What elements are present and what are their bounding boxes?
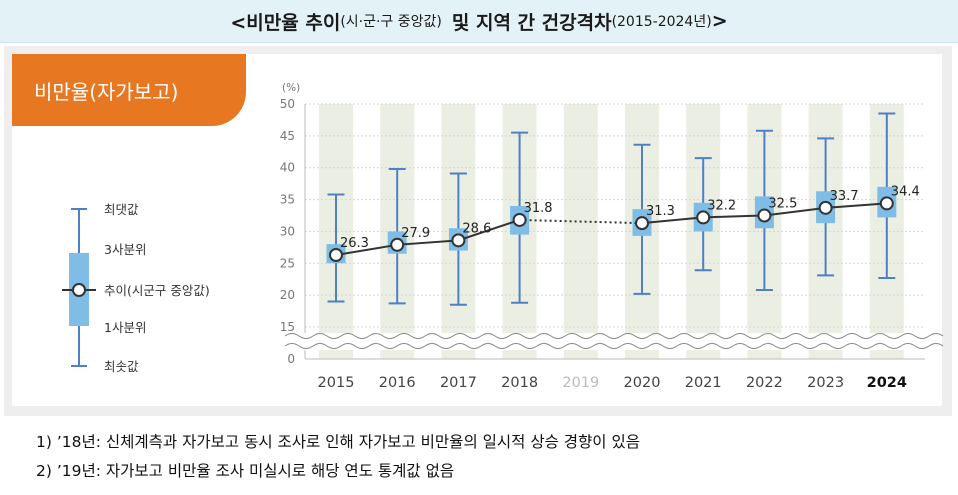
x-tick-2018: 2018 bbox=[501, 375, 538, 391]
median-marker-2022 bbox=[757, 208, 772, 223]
median-marker-2020 bbox=[635, 216, 649, 231]
median-marker-2021 bbox=[696, 210, 711, 225]
y-tick-30: 30 bbox=[280, 224, 295, 238]
y-tick-40: 40 bbox=[280, 161, 295, 175]
y-tick-45: 45 bbox=[280, 129, 295, 143]
title-part1-note: (시·군·구 중앙값) bbox=[340, 14, 442, 30]
legend-min-label: 최솟값 bbox=[104, 359, 139, 374]
x-tick-2022: 2022 bbox=[746, 375, 783, 391]
legend-marker bbox=[72, 283, 86, 297]
x-tick-2020: 2020 bbox=[624, 375, 661, 391]
median-label-2016: 27.9 bbox=[401, 226, 430, 241]
legend-q3-label: 3사분위 bbox=[104, 242, 146, 257]
y-unit-label: (%) bbox=[282, 82, 300, 94]
x-tick-2023: 2023 bbox=[807, 375, 844, 391]
legend: 최댓값 3사분위 추이(시군구 중앙값) 1사분위 최솟값 bbox=[62, 202, 210, 374]
y-tick-25: 25 bbox=[280, 256, 295, 270]
y-tick-0: 0 bbox=[287, 352, 295, 366]
x-tick-2017: 2017 bbox=[440, 375, 477, 391]
median-label-2020: 31.3 bbox=[646, 204, 675, 219]
footnotes: 1) ’18년: 신체계측과 자가보고 동시 조사로 인해 자가보고 비만율의 … bbox=[36, 428, 640, 486]
median-marker-2023 bbox=[818, 200, 833, 215]
median-line-dotted-gap bbox=[519, 218, 643, 225]
median-marker-2024 bbox=[879, 196, 894, 211]
x-tick-2021: 2021 bbox=[685, 375, 722, 391]
legend-q1-label: 1사분위 bbox=[104, 320, 146, 335]
y-tick-50: 50 bbox=[280, 97, 295, 111]
y-tick-20: 20 bbox=[280, 288, 295, 302]
median-label-2024: 34.4 bbox=[891, 184, 920, 199]
median-label-2015: 26.3 bbox=[340, 236, 369, 251]
x-tick-2016: 2016 bbox=[379, 375, 416, 391]
median-label-2023: 33.7 bbox=[830, 189, 859, 204]
title-part2-note: (2015-2024년) bbox=[611, 14, 712, 30]
title-bar: <비만율 추이 (시·군·구 중앙값) 및 지역 간 건강격차 (2015-20… bbox=[0, 0, 958, 43]
badge-label: 비만율(자가보고) bbox=[34, 79, 179, 104]
legend-max-label: 최댓값 bbox=[104, 202, 139, 217]
y-tick-35: 35 bbox=[280, 193, 295, 207]
title-part1: <비만율 추이 bbox=[230, 11, 341, 34]
median-label-2018: 31.8 bbox=[524, 201, 553, 216]
legend-median-label: 추이(시군구 중앙값) bbox=[104, 283, 210, 298]
median-label-2017: 28.6 bbox=[462, 221, 491, 236]
axis-break-lower bbox=[284, 343, 944, 349]
median-marker-2015 bbox=[329, 248, 343, 263]
median-label-2021: 32.2 bbox=[707, 198, 736, 213]
axis-break-gap bbox=[285, 333, 915, 350]
chart-badge: 비만율(자가보고) bbox=[12, 54, 246, 126]
footnote-1: 1) ’18년: 신체계측과 자가보고 동시 조사로 인해 자가보고 비만율의 … bbox=[36, 433, 641, 451]
x-tick-2015: 2015 bbox=[318, 375, 355, 391]
axis-break-upper bbox=[284, 333, 944, 339]
footnote-2: 2) ’19년: 자가보고 비만율 조사 미실시로 해당 연도 통계값 없음 bbox=[36, 462, 455, 480]
median-marker-2017 bbox=[451, 233, 466, 248]
title-part2: 및 지역 간 건강격차 bbox=[451, 11, 612, 34]
median-marker-2018 bbox=[512, 212, 527, 227]
x-tick-2019: 2019 bbox=[562, 375, 599, 391]
median-marker-2016 bbox=[390, 237, 405, 252]
median-line-2015-2018 bbox=[335, 219, 520, 256]
y-tick-15: 15 bbox=[280, 320, 295, 334]
title-close: > bbox=[711, 10, 728, 32]
year-band-2019 bbox=[563, 104, 598, 359]
median-label-2022: 32.5 bbox=[768, 197, 797, 212]
x-tick-2024: 2024 bbox=[867, 375, 907, 391]
